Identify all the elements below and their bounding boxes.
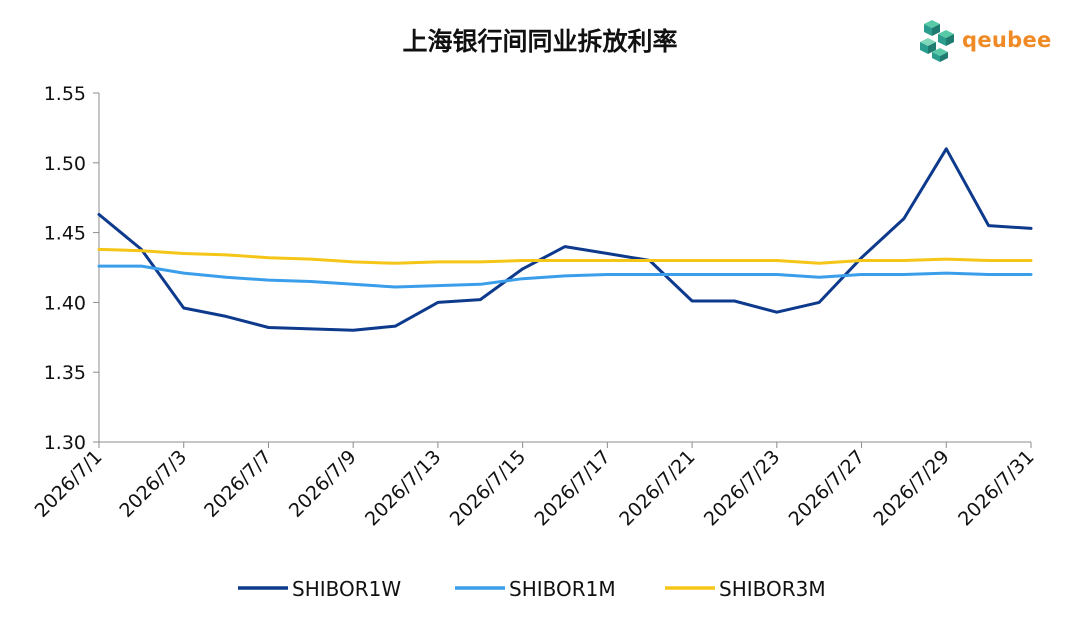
y-tick-label: 1.45: [44, 223, 86, 245]
x-tick-label: 2026/7/27: [785, 446, 869, 530]
legend-label-shibor3m: SHIBOR3M: [719, 577, 826, 601]
x-tick-label: 2026/7/31: [954, 446, 1038, 530]
x-tick-label: 2026/7/15: [446, 446, 530, 530]
chart-legend: SHIBOR1W SHIBOR1M SHIBOR3M: [238, 577, 826, 601]
series-line-shibor1w: [97, 147, 1033, 332]
y-tick-label: 1.40: [44, 292, 86, 314]
legend-label-shibor1w: SHIBOR1W: [292, 577, 401, 601]
brand-name: qeubee: [962, 28, 1052, 52]
x-tick-label: 2026/7/7: [200, 446, 276, 522]
series-line-shibor3m: [97, 247, 1033, 265]
x-tick-label: 2026/7/1: [31, 446, 107, 522]
brand-logo: qeubee: [918, 17, 1052, 63]
x-tick-label: 2026/7/3: [115, 446, 191, 522]
series-line-shibor1m: [97, 264, 1033, 289]
cube-cluster-icon: [920, 20, 954, 62]
x-tick-label: 2026/7/29: [869, 446, 953, 530]
x-tick-label: 2026/7/17: [530, 446, 614, 530]
chart-title: 上海银行间同业拆放利率: [402, 27, 678, 56]
chart-series-group: [97, 147, 1033, 332]
y-tick-label: 1.35: [44, 362, 86, 384]
x-tick-label: 2026/7/21: [615, 446, 699, 530]
legend-label-shibor1m: SHIBOR1M: [509, 577, 616, 601]
y-tick-label: 1.30: [44, 432, 86, 454]
x-tick-label: 2026/7/23: [700, 446, 784, 530]
x-tick-label: 2026/7/9: [285, 446, 361, 522]
y-tick-label: 1.55: [44, 83, 86, 105]
y-tick-label: 1.50: [44, 153, 86, 175]
x-tick-label: 2026/7/13: [361, 446, 445, 530]
